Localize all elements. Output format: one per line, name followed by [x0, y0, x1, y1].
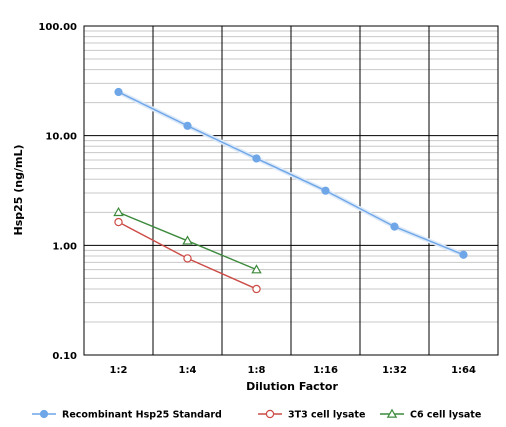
data-point — [252, 284, 261, 294]
series-1 — [114, 87, 468, 259]
data-point — [114, 87, 123, 97]
data-point — [182, 235, 193, 245]
x-tick-label: 1:4 — [179, 365, 197, 376]
x-tick-label: 1:32 — [382, 365, 407, 376]
data-point — [183, 121, 192, 130]
series-layer — [113, 87, 468, 294]
data-point — [251, 264, 262, 274]
y-tick-labels: 0.10 1.00 10.00 100.00 — [38, 22, 77, 362]
x-tick-label: 1:64 — [451, 365, 476, 376]
x-tick-label: 1:2 — [110, 365, 128, 376]
legend: Recombinant Hsp25 Standard 3T3 cell lysat… — [32, 408, 481, 421]
legend-item-3: C6 cell lysate — [380, 408, 481, 421]
x-tick-labels: 1:2 1:4 1:8 1:16 1:32 1:64 — [110, 365, 476, 376]
legend-label: Recombinant Hsp25 Standard — [62, 410, 222, 421]
y-tick-label: 100.00 — [38, 22, 77, 33]
x-axis-title: Dilution Factor — [246, 380, 338, 393]
legend-marker — [265, 409, 275, 419]
series-line — [118, 91, 464, 256]
data-point — [390, 222, 399, 231]
x-tick-label: 1:8 — [248, 365, 266, 376]
legend-marker — [39, 409, 49, 419]
legend-label: C6 cell lysate — [410, 410, 481, 421]
data-point — [459, 250, 468, 259]
data-point — [321, 186, 330, 195]
legend-item-1: Recombinant Hsp25 Standard — [32, 410, 222, 421]
y-tick-label: 10.00 — [45, 132, 77, 143]
data-point — [113, 206, 124, 217]
data-point — [252, 154, 261, 163]
data-point — [183, 254, 192, 263]
series-3 — [113, 206, 262, 274]
y-tick-label: 0.10 — [52, 351, 77, 362]
legend-label: 3T3 cell lysate — [288, 410, 365, 421]
data-point — [114, 217, 123, 227]
x-tick-label: 1:16 — [313, 365, 338, 376]
series-2 — [114, 217, 261, 294]
major-gridlines — [84, 26, 498, 355]
plot-area-border — [83, 25, 499, 356]
y-axis-title: Hsp25 (ng/mL) — [12, 144, 25, 235]
y-tick-label: 1.00 — [52, 241, 77, 252]
legend-item-2: 3T3 cell lysate — [258, 410, 365, 421]
legend-marker — [386, 408, 398, 418]
